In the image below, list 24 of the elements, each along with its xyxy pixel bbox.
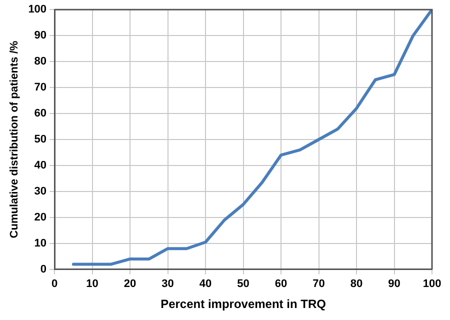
x-tick-label: 100 bbox=[422, 278, 442, 290]
y-axis-title: Cumulative distribution of patients /% bbox=[8, 40, 21, 238]
y-tick-label: 10 bbox=[34, 237, 47, 250]
y-tick-label: 80 bbox=[34, 56, 47, 68]
x-tick-label: 40 bbox=[199, 278, 212, 290]
y-tick-label: 50 bbox=[34, 134, 47, 146]
x-tick-label: 30 bbox=[162, 278, 174, 290]
x-tick-label: 70 bbox=[312, 278, 325, 290]
x-tick-label: 60 bbox=[274, 278, 288, 290]
y-tick-label: 0 bbox=[40, 263, 47, 276]
x-tick-label: 80 bbox=[350, 278, 363, 290]
x-tick-label: 90 bbox=[388, 278, 400, 290]
x-tick-label: 20 bbox=[124, 278, 136, 290]
y-tick-label: 40 bbox=[34, 160, 47, 172]
x-tick-label: 50 bbox=[237, 278, 250, 290]
y-tick-label: 20 bbox=[34, 211, 47, 224]
x-tick-label: 0 bbox=[51, 278, 58, 290]
y-tick-label: 100 bbox=[28, 4, 47, 16]
x-tick-label: 10 bbox=[86, 278, 98, 290]
y-tick-label: 90 bbox=[34, 30, 47, 42]
y-tick-label: 70 bbox=[34, 82, 47, 94]
x-axis-title: Percent improvement in TRQ bbox=[160, 297, 326, 312]
y-tick-label: 60 bbox=[34, 108, 47, 120]
y-tick-label: 30 bbox=[34, 185, 47, 198]
